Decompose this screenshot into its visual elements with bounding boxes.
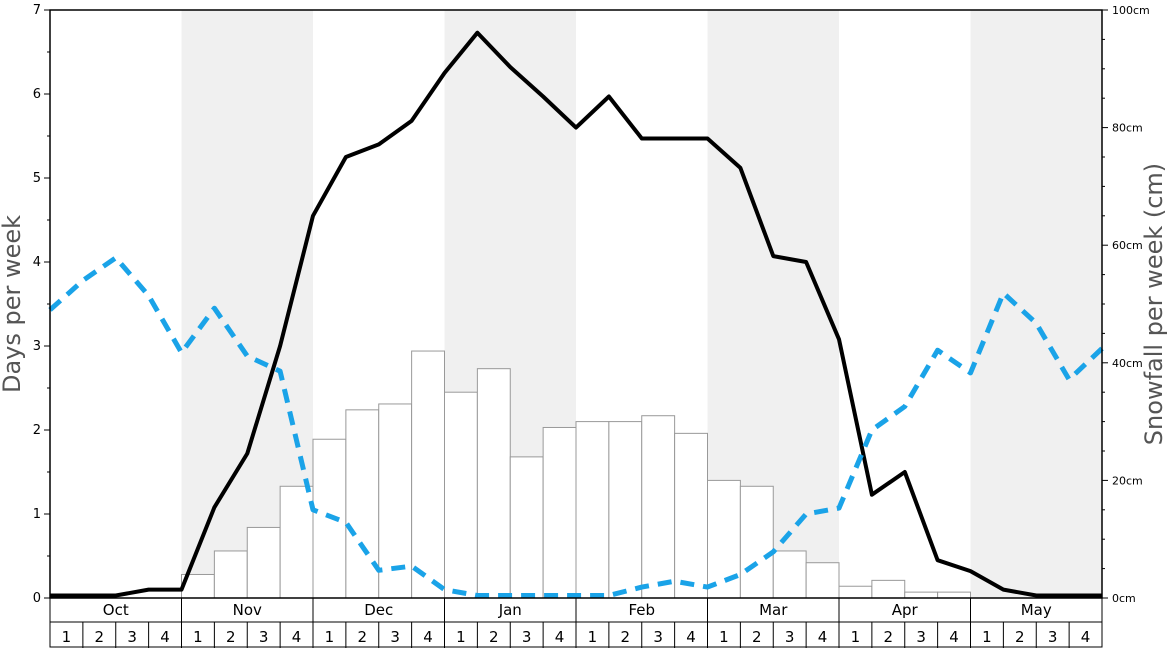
snowfall-bar [674,432,708,599]
snowfall-bar [345,409,380,599]
snowfall-bar [575,421,610,599]
week-label: 1 [193,628,203,646]
left-tick-label: 6 [33,87,41,102]
week-label: 1 [588,628,598,646]
week-label: 1 [719,628,729,646]
week-label: 2 [752,628,762,646]
week-label: 3 [1048,628,1058,646]
week-label: 4 [423,628,433,646]
month-label-mar: Mar [759,601,788,619]
solid-line-series [50,30,1102,598]
snowfall-bar [608,421,643,599]
left-tick-label: 0 [33,591,41,606]
week-label: 4 [555,628,565,646]
week-label: 3 [259,628,269,646]
snowfall-bar [213,550,248,599]
week-label: 2 [226,628,236,646]
snowfall-bar [871,579,906,599]
left-tick-label: 1 [33,507,41,522]
data-lines [48,30,1104,598]
left-tick-label: 2 [33,423,41,438]
week-label: 1 [325,628,335,646]
snowfall-bar [805,562,840,599]
month-label-dec: Dec [364,601,393,619]
right-tick-label: 100cm [1112,4,1150,17]
left-tick-label: 7 [33,3,41,18]
week-label: 3 [653,628,663,646]
snowfall-bar [937,591,971,599]
snowfall-bar [542,426,577,599]
dashed-line-series [48,255,1104,598]
month-band-may [970,10,1102,598]
right-tick-label: 40cm [1112,357,1143,370]
month-label-may: May [1021,601,1052,619]
week-label: 4 [160,628,170,646]
left-tick-label: 4 [33,255,41,270]
snowfall-bar [444,391,478,599]
week-label: 4 [1081,628,1091,646]
left-tick-label: 5 [33,171,41,186]
week-label: 1 [456,628,466,646]
week-label: 3 [916,628,926,646]
snowfall-bar [707,479,741,599]
snowfall-bar [279,485,314,599]
week-label: 4 [686,628,696,646]
snowfall-bar [641,415,676,599]
week-label: 1 [982,628,992,646]
week-label: 3 [127,628,137,646]
month-label-nov: Nov [233,601,262,619]
week-label: 1 [62,628,72,646]
week-label: 4 [818,628,828,646]
right-axis-title: Snowfall per week (cm) [1140,163,1168,445]
left-axis-title: Days per week [0,215,26,393]
snowfall-bar [476,368,511,599]
snowfall-bar [739,485,774,599]
snowfall-bar [904,591,939,599]
month-label-apr: Apr [892,601,919,619]
week-label: 1 [851,628,861,646]
left-tick-label: 3 [33,339,41,354]
week-label: 2 [1015,628,1025,646]
week-label: 3 [522,628,532,646]
week-label: 2 [621,628,631,646]
week-label: 2 [358,628,368,646]
week-label: 2 [884,628,894,646]
right-tick-label: 20cm [1112,474,1143,487]
week-label: 2 [489,628,499,646]
right-tick-label: 0cm [1112,592,1136,605]
snowfall-bar [411,350,445,599]
snowfall-bar [246,526,281,599]
x-axis: Oct 1 2 3 4 Nov 1 2 3 4 Dec 1 2 3 4 Jan 1 2 3 4 Feb 1 2 3 4 Mar 1 2… [49,597,1103,648]
snowfall-bars [181,350,971,599]
snowfall-bar [509,456,544,599]
right-tick-label: 60cm [1112,239,1143,252]
week-label: 4 [949,628,959,646]
week-label: 2 [95,628,105,646]
month-label-oct: Oct [103,601,129,619]
month-label-feb: Feb [628,601,655,619]
week-label: 3 [390,628,400,646]
month-label-jan: Jan [498,601,522,619]
right-tick-label: 80cm [1112,122,1143,135]
snowfall-bar [838,585,873,599]
snowfall-bar [772,550,807,599]
week-label: 4 [292,628,302,646]
week-label: 3 [785,628,795,646]
